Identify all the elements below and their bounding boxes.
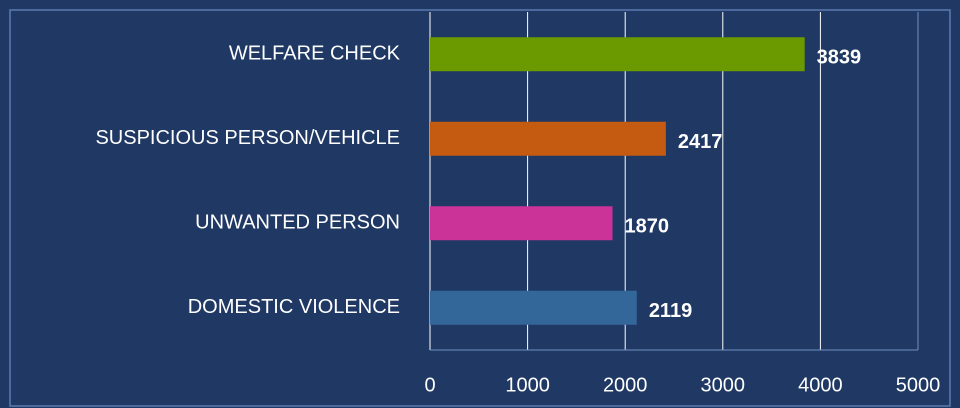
x-tick-label: 0 <box>424 374 435 396</box>
data-label: 2119 <box>649 300 692 322</box>
bar <box>430 121 666 156</box>
bar <box>430 37 805 72</box>
data-label: 1870 <box>625 216 670 238</box>
data-label: 3839 <box>817 47 862 69</box>
chart-frame <box>9 9 951 407</box>
bar <box>430 290 637 325</box>
data-label: 2417 <box>678 131 723 153</box>
bar <box>430 206 613 241</box>
x-tick-label: 1000 <box>505 374 550 396</box>
x-tick-label: 4000 <box>798 374 843 396</box>
y-tick-label: SUSPICIOUS PERSON/VEHICLE <box>95 127 400 149</box>
y-tick-label: UNWANTED PERSON <box>195 212 400 234</box>
x-tick-label: 3000 <box>701 374 746 396</box>
x-tick-label: 5000 <box>896 374 941 396</box>
x-tick-label: 2000 <box>603 374 648 396</box>
y-tick-label: DOMESTIC VIOLENCE <box>188 296 400 318</box>
y-tick-label: WELFARE CHECK <box>229 43 401 65</box>
